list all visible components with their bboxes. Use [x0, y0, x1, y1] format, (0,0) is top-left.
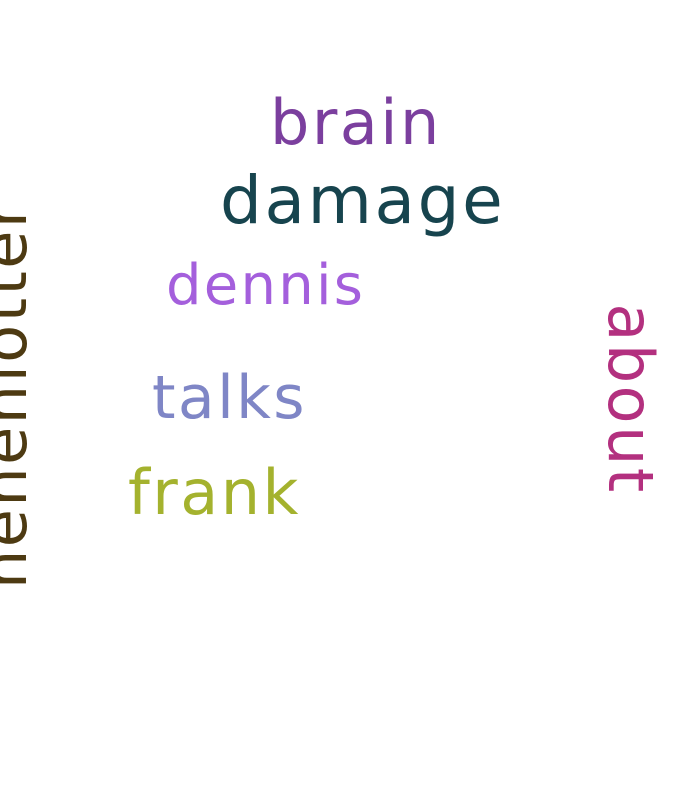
word-dennis: dennis — [166, 253, 366, 318]
word-about: about — [594, 303, 667, 495]
word-talks: talks — [152, 363, 307, 433]
word-frank: frank — [128, 456, 301, 529]
word-henenlotter: henenlotter — [0, 200, 41, 589]
word-damage: damage — [220, 162, 506, 239]
word-brain: brain — [270, 86, 442, 159]
